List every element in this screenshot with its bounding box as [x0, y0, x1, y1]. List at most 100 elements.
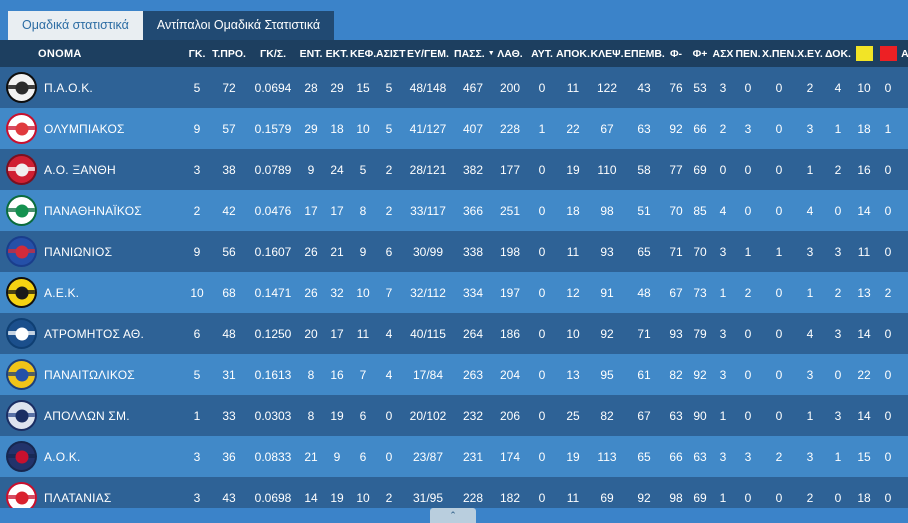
column-header-apok[interactable]: ΑΠΟΚ.: [556, 40, 590, 67]
cell-eygem: 40/115: [410, 326, 446, 341]
table-row[interactable]: ΟΛΥΜΠΙΑΚΟΣ 9 57 0.1579 29 18 10 5 41/127 407 228 1 2…: [0, 108, 908, 149]
cell-gk: 3: [193, 162, 201, 177]
column-header-xpen[interactable]: Χ.ΠΕΝ.: [762, 40, 797, 67]
cell-ekt: 29: [330, 80, 344, 95]
cell-red: 0: [884, 367, 892, 382]
column-header-pass[interactable]: ΠΑΣΣ. ▼: [454, 40, 495, 67]
cell-pen: 0: [744, 408, 752, 423]
column-header-label: ΕΠΕΜΒ.: [624, 47, 665, 60]
cell-eygem: 32/112: [410, 285, 446, 300]
table-body: Π.Α.Ο.Κ. 5 72 0.0694 28 29 15 5 48/148 467 200 0 11 1…: [0, 67, 908, 518]
cell-xpen: 0: [775, 162, 783, 177]
cell-dok: 2: [834, 162, 842, 177]
table-row[interactable]: ΠΑΝΑΙΤΩΛΙΚΟΣ 5 31 0.1613 8 16 7 4 17/84 263 204 0 13…: [0, 354, 908, 395]
team-cell: ΑΠΟΛΛΩΝ ΣΜ.: [0, 395, 184, 436]
team-name: ΟΛΥΜΠΙΑΚΟΣ: [44, 121, 125, 136]
crest-emblem: [15, 327, 28, 340]
column-header-asist[interactable]: ΑΣΙΣΤ: [376, 40, 406, 67]
column-header-klep[interactable]: ΚΛΕΨ.: [590, 40, 624, 67]
column-header-asx[interactable]: ΑΣΧ: [712, 40, 734, 67]
team-cell: Α.Ο.Κ.: [0, 436, 184, 477]
cell-yellow: 22: [857, 367, 871, 382]
cell-epemb: 61: [637, 367, 651, 382]
team-identity: ΠΛΑΤΑΝΙΑΣ: [8, 484, 184, 511]
column-header-yellow[interactable]: [852, 40, 876, 67]
column-header-epemb[interactable]: ΕΠΕΜΒ.: [624, 40, 665, 67]
collapse-panel-button[interactable]: ⌃: [430, 508, 476, 523]
cell-ent: 26: [304, 285, 318, 300]
cell-fminus: 82: [669, 367, 683, 382]
cell-fminus: 76: [669, 80, 683, 95]
red-card-icon: [879, 46, 897, 61]
table-row[interactable]: ΠΑΝΙΩΝΙΟΣ 9 56 0.1607 26 21 9 6 30/99 338 198 0 11 93…: [0, 231, 908, 272]
column-header-ekt[interactable]: ΕΚΤ.: [324, 40, 350, 67]
table-row[interactable]: ΑΠΟΛΛΩΝ ΣΜ. 1 33 0.0303 8 19 6 0 20/102 232 206 0 25…: [0, 395, 908, 436]
column-header-ent[interactable]: ΕΝΤ.: [298, 40, 324, 67]
cell-asist: 6: [385, 244, 393, 259]
column-header-red[interactable]: [876, 40, 900, 67]
cell-apok: 25: [566, 408, 580, 423]
cell-gks: 0.0833: [254, 449, 292, 464]
cell-pass: 407: [462, 121, 484, 136]
team-stats-table: ΟΝΟΜΑ ΓΚ. Τ.ΠΡΟ. ΓΚ/Σ. ΕΝΤ. ΕΚΤ. ΚΕΦ. ΑΣΙΣΤ ΕΥ/Γ…: [0, 40, 908, 518]
team-identity: ΠΑΝΑΙΤΩΛΙΚΟΣ: [8, 361, 184, 388]
column-header-kef[interactable]: ΚΕΦ.: [350, 40, 376, 67]
cell-lath: 182: [499, 490, 521, 505]
crest-emblem: [15, 204, 28, 217]
column-header-ayt[interactable]: ΑΥΤ.: [528, 40, 556, 67]
column-header-gk[interactable]: ΓΚ.: [184, 40, 210, 67]
column-header-label: ΚΕΦ.: [350, 47, 377, 60]
cell-epemb: 63: [637, 121, 651, 136]
column-header-lath[interactable]: ΛΑΘ.: [492, 40, 528, 67]
column-header-eygem[interactable]: ΕΥ/ΓΕΜ.: [402, 40, 454, 67]
table-header: ΟΝΟΜΑ ΓΚ. Τ.ΠΡΟ. ΓΚ/Σ. ΕΝΤ. ΕΚΤ. ΚΕΦ. ΑΣΙΣΤ ΕΥ/Γ…: [0, 40, 908, 67]
cell-tpro: 48: [222, 326, 236, 341]
cell-gks: 0.1613: [254, 367, 292, 382]
cell-yellow: 10: [857, 80, 871, 95]
cell-kef: 8: [359, 203, 367, 218]
column-header-gks[interactable]: ΓΚ/Σ.: [248, 40, 298, 67]
cell-fplus: 69: [693, 490, 707, 505]
team-cell: Π.Α.Ο.Κ.: [0, 67, 184, 108]
column-header-xey[interactable]: Χ.ΕΥ.: [796, 40, 824, 67]
team-crest-icon: [8, 156, 35, 183]
column-header-tpro[interactable]: Τ.ΠΡΟ.: [210, 40, 248, 67]
cell-ayt: 0: [538, 367, 546, 382]
cell-klep: 82: [600, 408, 614, 423]
column-header-label: ΟΝΟΜΑ: [38, 47, 82, 60]
sort-descending-icon[interactable]: ▼: [487, 50, 495, 58]
column-header-apov[interactable]: ΑΠΟΒ.: [900, 40, 908, 67]
cell-apok: 18: [566, 203, 580, 218]
table-row[interactable]: Α.Ε.Κ. 10 68 0.1471 26 32 10 7 32/112 334 197 0 12 91…: [0, 272, 908, 313]
tab-1[interactable]: Αντίπαλοι Ομαδικά Στατιστικά: [142, 11, 335, 40]
column-header-dok[interactable]: ΔΟΚ.: [824, 40, 852, 67]
column-header-pen[interactable]: ΠΕΝ.: [734, 40, 762, 67]
column-header-fplus[interactable]: Φ+: [688, 40, 712, 67]
column-header-fminus[interactable]: Φ-: [664, 40, 688, 67]
cell-asist: 4: [385, 326, 393, 341]
table-row[interactable]: ΑΤΡΟΜΗΤΟΣ ΑΘ. 6 48 0.1250 20 17 11 4 40/115 264 18…: [0, 313, 908, 354]
cell-epemb: 58: [637, 162, 651, 177]
cell-pass: 467: [462, 80, 484, 95]
cell-pen: 0: [744, 80, 752, 95]
team-crest-icon: [8, 443, 35, 470]
cell-gk: 3: [193, 449, 201, 464]
cell-kef: 6: [359, 408, 367, 423]
tab-0[interactable]: Ομαδικά στατιστικά: [8, 11, 143, 40]
cell-gk: 9: [193, 244, 201, 259]
table-row[interactable]: Π.Α.Ο.Κ. 5 72 0.0694 28 29 15 5 48/148 467 200 0 11 1…: [0, 67, 908, 108]
table-row[interactable]: Α.Ο.Κ. 3 36 0.0833 21 9 6 0 23/87 231 174 0 19 113 65 6…: [0, 436, 908, 477]
cell-pen: 0: [744, 367, 752, 382]
cell-pass: 382: [462, 162, 484, 177]
cell-ekt: 32: [330, 285, 344, 300]
table-row[interactable]: Α.Ο. ΞΑΝΘΗ 3 38 0.0789 9 24 5 2 28/121 382 177 0 19 1…: [0, 149, 908, 190]
cell-ekt: 19: [330, 490, 344, 505]
cell-dok: 3: [834, 326, 842, 341]
table-header-row: ΟΝΟΜΑ ΓΚ. Τ.ΠΡΟ. ΓΚ/Σ. ΕΝΤ. ΕΚΤ. ΚΕΦ. ΑΣΙΣΤ ΕΥ/Γ…: [0, 40, 908, 67]
column-header-label: ΕΚΤ.: [325, 47, 349, 60]
team-name: ΑΠΟΛΛΩΝ ΣΜ.: [44, 408, 130, 423]
cell-lath: 198: [499, 244, 521, 259]
column-header-name[interactable]: ΟΝΟΜΑ: [0, 40, 184, 67]
table-row[interactable]: ΠΑΝΑΘΗΝΑΪΚΟΣ 2 42 0.0476 17 17 8 2 33/117 366 251 0…: [0, 190, 908, 231]
cell-epemb: 48: [637, 285, 651, 300]
